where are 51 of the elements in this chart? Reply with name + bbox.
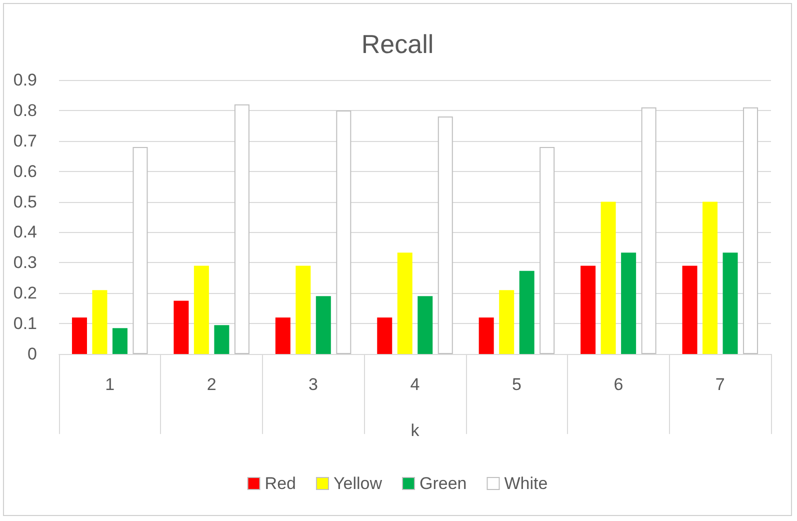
legend-label: Yellow: [333, 474, 383, 493]
bar: [722, 252, 738, 354]
y-tick-label: 0.6: [13, 162, 37, 181]
chart-title: Recall: [361, 29, 434, 59]
bar: [519, 270, 534, 354]
bar: [92, 290, 108, 354]
bar: [438, 116, 453, 354]
bar: [702, 202, 718, 354]
bar: [641, 107, 656, 354]
bar: [499, 290, 514, 354]
bar: [397, 252, 412, 354]
bar: [194, 266, 209, 354]
y-tick-label: 0.7: [13, 131, 37, 150]
y-tick-label: 0.8: [13, 100, 37, 120]
bar: [316, 296, 331, 354]
x-tick-label: 6: [614, 375, 624, 394]
x-tick-label: 3: [308, 375, 318, 394]
bar: [174, 300, 189, 354]
legend-label: Red: [264, 474, 296, 493]
bar: [214, 325, 230, 354]
bar: [336, 110, 352, 354]
legend-label: Green: [420, 474, 467, 493]
legend-label: White: [504, 474, 548, 493]
x-tick-label: 5: [512, 375, 522, 394]
y-tick-label: 0: [28, 344, 37, 364]
bar: [600, 202, 616, 354]
bar: [275, 317, 290, 354]
bar: [743, 107, 758, 354]
bar: [580, 266, 596, 354]
y-tick-label: 0.9: [13, 70, 37, 90]
y-tick-label: 0.3: [13, 253, 37, 272]
bar: [72, 317, 87, 354]
bar: [377, 317, 392, 354]
y-tick-label: 0.5: [13, 192, 37, 212]
y-tick-label: 0.4: [13, 222, 37, 242]
x-axis-title: k: [410, 421, 420, 440]
x-tick-label: 4: [410, 375, 420, 394]
bar: [234, 104, 250, 354]
bar: [112, 328, 128, 354]
x-tick-label: 1: [105, 375, 115, 394]
bar: [132, 146, 148, 354]
bar: [540, 146, 555, 354]
y-tick-label: 0.1: [13, 314, 37, 334]
bar: [682, 266, 698, 354]
y-tick-label: 0.2: [13, 284, 37, 303]
bar: [478, 317, 494, 354]
x-tick-label: 7: [715, 375, 725, 394]
x-tick-label: 2: [206, 375, 216, 394]
bar: [296, 266, 311, 354]
bar: [621, 252, 636, 354]
bar: [418, 296, 433, 354]
